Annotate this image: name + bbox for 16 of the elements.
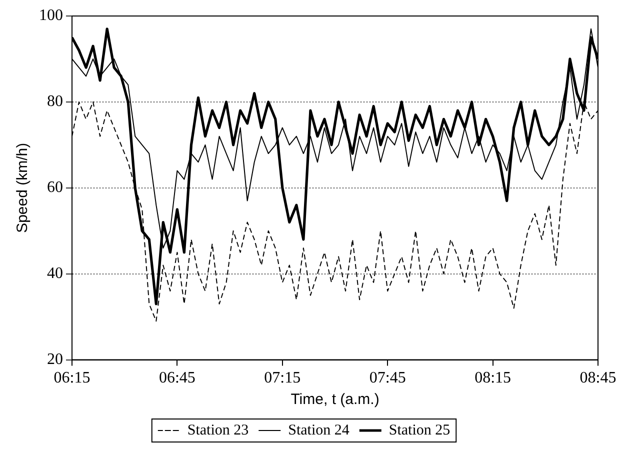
y-tick-label: 80 [47, 93, 63, 110]
legend-label: Station 24 [288, 422, 350, 438]
x-tick-label: 06:15 [54, 370, 90, 387]
x-tick-label: 07:15 [264, 370, 301, 387]
x-axis-title: Time, t (a.m.) [290, 391, 380, 408]
x-tick-label: 08:15 [474, 370, 512, 387]
y-tick-label: 20 [47, 351, 63, 368]
x-tick-label: 07:45 [369, 370, 406, 387]
x-tick-label: 06:45 [158, 370, 196, 387]
y-tick-label: 40 [47, 265, 63, 282]
x-tick-label: 08:45 [580, 370, 616, 387]
y-tick-label: 60 [47, 179, 63, 196]
legend-label: Station 23 [187, 422, 249, 438]
legend-label: Station 25 [388, 422, 450, 438]
y-axis-title: Speed (km/h) [14, 142, 32, 233]
y-tick-label: 100 [39, 7, 63, 24]
